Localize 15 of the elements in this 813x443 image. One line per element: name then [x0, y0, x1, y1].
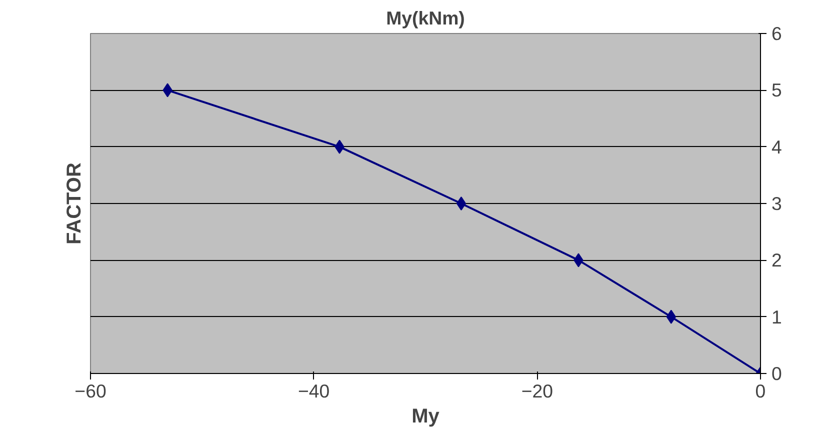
y-tick-label: 5	[772, 80, 782, 101]
x-axis-title: My	[412, 406, 440, 428]
y-tick-label: 0	[772, 363, 782, 384]
point	[456, 196, 466, 210]
chart-title: My(kNm)	[386, 8, 465, 28]
x-tick-label: −40	[298, 380, 330, 402]
y-tick-label: 2	[772, 250, 782, 271]
y-tick-label: 6	[772, 23, 782, 44]
y-tick-label: 1	[772, 306, 782, 328]
x-tick-label: −20	[521, 380, 553, 402]
y-tick-label: 3	[772, 193, 782, 214]
y-tick-label: 4	[772, 136, 782, 158]
x-tick-label: −60	[74, 380, 106, 402]
y-axis-title: FACTOR	[64, 162, 86, 244]
x-tick-label: 0	[755, 380, 766, 402]
